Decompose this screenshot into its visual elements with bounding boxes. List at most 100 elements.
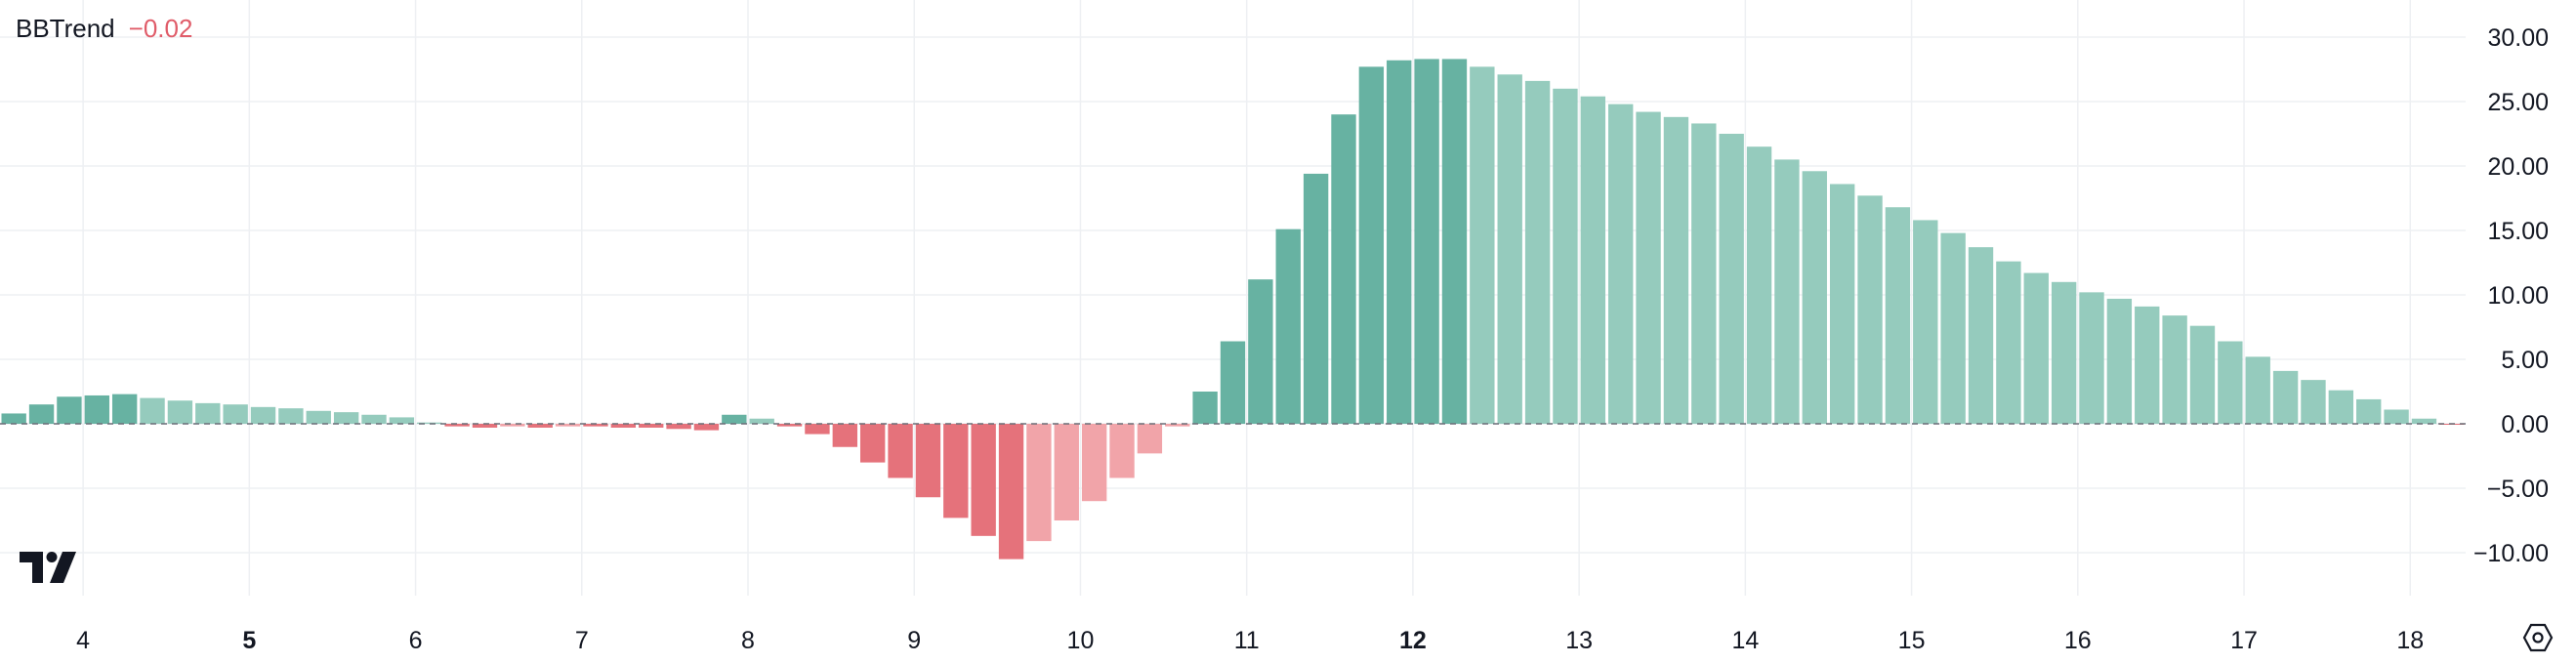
histogram-bar: [1636, 111, 1661, 424]
histogram-bar: [888, 424, 913, 478]
y-tick-label: 20.00: [2487, 153, 2549, 181]
histogram-bar: [998, 424, 1024, 560]
histogram-bar: [1608, 104, 1634, 424]
histogram-bar: [417, 422, 442, 424]
histogram-bar: [2356, 398, 2382, 424]
histogram-bar: [1248, 279, 1273, 424]
histogram-bar: [223, 404, 248, 424]
histogram-bar: [1719, 134, 1744, 424]
histogram-bar: [2023, 272, 2049, 424]
histogram-bar: [167, 400, 193, 424]
histogram-bar: [639, 424, 664, 428]
histogram-bar: [1913, 220, 1938, 424]
histogram-bar: [722, 414, 747, 424]
histogram-bar: [389, 417, 415, 424]
x-tick-label: 6: [409, 627, 423, 654]
histogram-bar: [1081, 424, 1107, 502]
histogram-bar: [444, 424, 470, 427]
histogram-bar: [250, 406, 276, 424]
histogram-bar: [2245, 356, 2270, 424]
histogram-bar: [749, 418, 774, 424]
indicator-value: −0.02: [128, 14, 193, 43]
indicator-legend: BBTrend −0.02: [16, 14, 192, 44]
histogram-bar: [1802, 171, 1827, 424]
histogram-bar: [500, 424, 525, 427]
histogram-bar: [776, 424, 803, 427]
histogram-bar: [1192, 392, 1218, 424]
histogram-bar: [915, 424, 941, 498]
histogram-bar: [111, 394, 138, 424]
histogram-bar: [472, 424, 498, 428]
histogram-bar: [1497, 74, 1522, 424]
histogram-bar: [555, 424, 581, 427]
histogram-bar: [1553, 88, 1578, 425]
y-tick-label: 30.00: [2487, 24, 2549, 52]
histogram-bar: [666, 424, 691, 430]
x-tick-label: 11: [1234, 627, 1260, 654]
histogram-bar: [2051, 281, 2077, 424]
histogram-bar: [1691, 123, 1717, 424]
x-tick-label: 8: [741, 627, 755, 654]
x-tick-label: 4: [76, 627, 90, 654]
histogram-bar: [1885, 207, 1911, 424]
x-tick-label: 14: [1731, 627, 1759, 654]
histogram-bar: [1968, 247, 1994, 424]
histogram-bar: [943, 424, 969, 519]
x-tick-label: 13: [1565, 627, 1593, 654]
tradingview-logo-icon[interactable]: [20, 552, 82, 590]
histogram-bar: [195, 402, 221, 424]
indicator-name: BBTrend: [16, 14, 115, 43]
histogram-bar: [1857, 195, 1883, 424]
histogram-bar: [28, 404, 55, 424]
histogram-bar: [1414, 59, 1439, 424]
histogram-bar: [1331, 114, 1356, 424]
histogram-bar: [1470, 66, 1495, 425]
histogram-bar: [2079, 292, 2104, 424]
histogram-bar: [832, 424, 857, 447]
x-tick-label: 7: [575, 627, 589, 654]
histogram-bar: [1940, 232, 1966, 424]
y-tick-label: −10.00: [2473, 540, 2549, 567]
histogram-bar: [1663, 116, 1689, 424]
x-tick-label: 10: [1067, 627, 1095, 654]
settings-hexagon-icon[interactable]: [2522, 622, 2554, 658]
histogram-bar: [1303, 173, 1329, 425]
histogram-bar: [1165, 424, 1190, 427]
y-tick-label: 15.00: [2487, 218, 2549, 245]
histogram-bar: [2384, 409, 2409, 424]
histogram-bar: [1275, 228, 1301, 424]
histogram-bar: [361, 414, 387, 424]
x-tick-label: 18: [2396, 627, 2424, 654]
x-tick-label: 5: [242, 627, 256, 654]
y-tick-label: 25.00: [2487, 89, 2549, 116]
histogram-bar: [57, 396, 82, 424]
histogram-bar: [306, 410, 331, 424]
histogram-bar: [1054, 424, 1079, 520]
histogram-bar: [1746, 146, 1772, 424]
histogram-bar: [2135, 306, 2160, 424]
histogram-bar: [1387, 60, 1412, 424]
histogram-bar: [1441, 59, 1468, 424]
histogram-bar: [2189, 325, 2216, 424]
histogram-bar: [2328, 390, 2354, 424]
y-tick-label: −5.00: [2487, 476, 2549, 503]
histogram-bar: [1109, 424, 1135, 478]
histogram-bar: [859, 424, 886, 463]
histogram-bar: [527, 424, 553, 428]
x-tick-label: 16: [2064, 627, 2092, 654]
histogram-bars: [1, 59, 2465, 560]
histogram-bar: [1137, 424, 1163, 454]
x-axis: 4 5 6 7 8 9 10 11 12 13 14 15 16 17 18: [76, 627, 2424, 654]
histogram-bar: [2162, 315, 2187, 424]
histogram-bar: [1026, 424, 1052, 542]
histogram-bar: [1774, 159, 1800, 424]
histogram-bar: [610, 424, 637, 428]
histogram-bar: [1524, 80, 1551, 424]
y-tick-label: 5.00: [2501, 347, 2549, 374]
histogram-bar: [278, 408, 304, 424]
histogram-bar: [1220, 341, 1246, 424]
histogram-bar: [583, 424, 608, 427]
histogram-bar: [2218, 341, 2243, 424]
histogram-bar: [140, 397, 165, 424]
